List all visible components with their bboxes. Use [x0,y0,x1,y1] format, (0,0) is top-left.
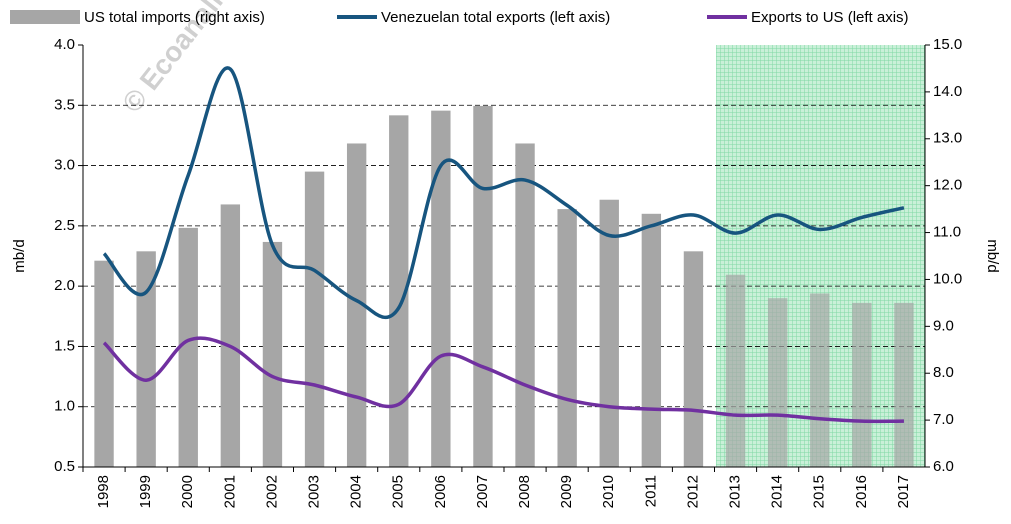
bar [178,227,198,467]
y2-tick-label: 11.0 [933,224,961,241]
y2-tick-label: 12.0 [933,177,962,194]
bar [767,298,788,467]
bar [683,251,704,467]
y2-tick-label: 15.0 [933,36,962,53]
bar [599,199,619,467]
bar [431,110,451,468]
x-tick-label: 2005 [390,475,407,508]
y-tick-label: 3.5 [54,96,75,113]
bar [641,213,662,467]
y2-tick-label: 7.0 [933,411,954,428]
x-tick-label: 2011 [642,475,659,507]
x-tick-label: 2017 [895,475,912,508]
x-tick-label: 1998 [95,475,112,508]
bar [346,143,367,467]
bar [220,204,241,467]
bar [852,302,872,467]
x-tick-label: 2009 [558,475,575,508]
y2-tick-label: 6.0 [933,458,954,475]
y2-axis-label: mb/d [984,239,1001,272]
x-tick-label: 2002 [263,475,280,508]
y-axis-label: mb/d [11,239,28,272]
line [102,66,905,320]
legend-label: Exports to US (left axis) [751,9,909,26]
bar [515,143,535,467]
bar [94,260,114,467]
y2-tick-label: 8.0 [933,364,954,381]
x-tick-label: 1999 [137,475,154,508]
y-tick-label: 2.0 [54,277,75,294]
line [102,336,904,424]
y2-tick-label: 13.0 [933,130,962,147]
y-tick-label: 1.5 [54,337,75,354]
bar [136,251,156,467]
bar [473,105,493,467]
y2-tick-label: 10.0 [933,270,962,287]
bar [557,209,577,467]
x-tick-label: 2000 [179,475,196,508]
bar [894,302,914,467]
bar [304,171,325,467]
x-tick-label: 2001 [221,475,238,508]
x-tick-label: 2015 [811,475,828,508]
x-tick-label: 2007 [474,475,491,508]
bar [262,241,283,467]
y2-tick-label: 9.0 [933,317,954,334]
y-tick-label: 2.5 [54,217,75,234]
legend-label: Venezuelan total exports (left axis) [381,9,610,26]
x-tick-label: 2012 [684,475,701,508]
x-tick-label: 2014 [769,475,786,508]
y2-tick-label: 14.0 [933,83,962,100]
legend-swatch [10,10,80,24]
x-tick-label: 2003 [306,475,323,508]
y-tick-label: 3.0 [54,157,75,174]
x-tick-label: 2013 [727,475,744,508]
bar [810,293,830,467]
bar [389,115,409,467]
x-tick-label: 2008 [516,475,533,508]
x-tick-label: 2016 [853,475,870,508]
bar [725,274,746,467]
x-tick-label: 2004 [348,475,365,508]
y-tick-label: 1.0 [54,398,75,415]
legend-label: US total imports (right axis) [84,9,265,26]
x-tick-label: 2010 [600,475,617,508]
x-tick-label: 2006 [432,475,449,508]
y-tick-label: 4.0 [54,36,75,53]
y-tick-label: 0.5 [54,458,75,475]
